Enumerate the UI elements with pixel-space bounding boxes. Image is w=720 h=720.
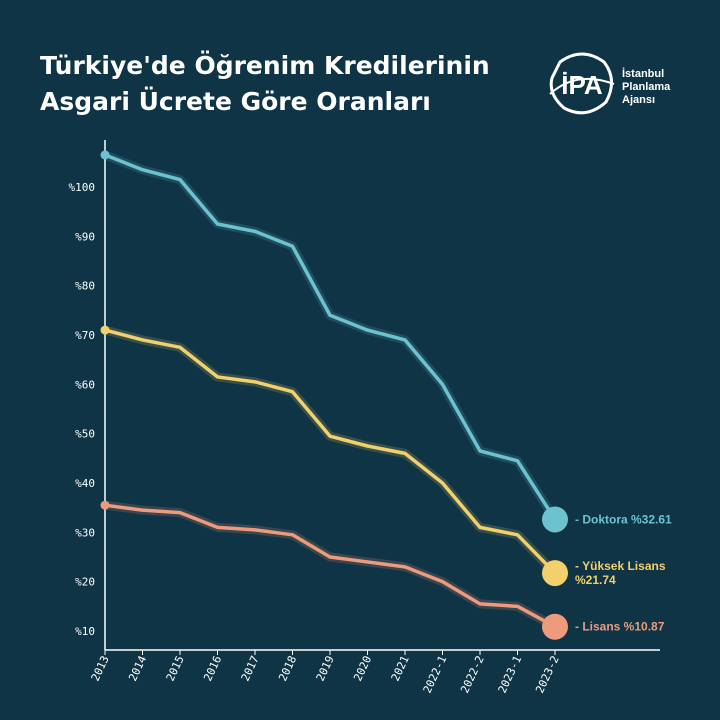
series-lisans-end-point — [542, 613, 568, 640]
ipa-logo-mark: İPA — [549, 52, 615, 115]
y-tick-label: %10 — [75, 625, 95, 638]
y-axis-ticks: %10 %20 %30 %40 %50 %60 %70 %80 %90 %100 — [69, 181, 96, 638]
y-tick-label: %90 — [75, 230, 95, 243]
x-tick-label: 2013 — [89, 654, 112, 684]
series-doktora-glow — [103, 150, 559, 522]
series-doktora-line — [103, 153, 557, 522]
ipa-logo: İPA İstanbul Planlama Ajansı — [546, 50, 696, 120]
series-doktora-label: - Doktora %32.61 — [575, 512, 672, 526]
series-doktora-start-point — [100, 150, 110, 160]
logo-line-1: İstanbul — [622, 68, 665, 80]
logo-mark-text: İPA — [561, 70, 603, 100]
logo-text: İstanbul Planlama Ajansı — [622, 68, 670, 107]
x-tick-label: 2022-1 — [421, 654, 450, 696]
y-tick-label: %70 — [75, 329, 95, 342]
x-tick-label: 2021 — [389, 654, 412, 684]
logo-line-2: Planlama — [622, 81, 671, 93]
x-tick-label: 2022-2 — [458, 654, 487, 696]
x-tick-label: 2018 — [276, 654, 299, 684]
x-axis-ticks: 2013 2014 2015 2016 2017 2018 2019 2020 2021 2022… — [89, 650, 562, 695]
y-tick-label: %60 — [75, 378, 95, 391]
x-tick-label: 2015 — [164, 654, 187, 684]
series-lines — [100, 150, 568, 640]
y-tick-label: %30 — [75, 526, 95, 539]
series-yuksek_lisans-label: - Yüksek Lisans — [575, 559, 666, 573]
series-yuksek_lisans-line — [103, 328, 557, 575]
title-line-2: Asgari Ücrete Göre Oranları — [40, 87, 431, 116]
series-lisans-label: - Lisans %10.87 — [575, 620, 665, 634]
logo-line-3: Ajansı — [622, 94, 656, 106]
x-tick-label: 2020 — [351, 654, 374, 684]
y-tick-label: %50 — [75, 428, 95, 441]
series-doktora-end-point — [542, 506, 568, 533]
y-tick-label: %20 — [75, 576, 95, 589]
y-tick-label: %100 — [69, 181, 96, 194]
x-tick-label: 2023-1 — [496, 654, 525, 696]
x-tick-label: 2017 — [239, 654, 262, 684]
series-yuksek_lisans-end-point — [542, 560, 568, 587]
series-lisans-glow — [104, 500, 558, 631]
y-tick-label: %80 — [75, 280, 95, 293]
axes — [104, 140, 660, 651]
series-yuksek_lisans-label: %21.74 — [575, 573, 616, 587]
x-tick-label: 2023-2 — [533, 654, 562, 696]
series-yuksek_lisans-start-point — [100, 325, 110, 335]
series-lisans-line — [103, 503, 557, 629]
x-tick-label: 2014 — [126, 653, 149, 683]
y-tick-label: %40 — [75, 477, 95, 490]
x-tick-label: 2019 — [314, 654, 337, 684]
title-line-1: Türkiye'de Öğrenim Kredilerinin — [40, 51, 490, 80]
x-tick-label: 2016 — [201, 654, 224, 684]
chart-title: Türkiye'de Öğrenim Kredilerinin Asgari Ü… — [40, 48, 560, 120]
end-labels: - Doktora %32.61 - Yüksek Lisans%21.74 - L… — [575, 512, 672, 633]
series-lisans-start-point — [100, 500, 110, 510]
